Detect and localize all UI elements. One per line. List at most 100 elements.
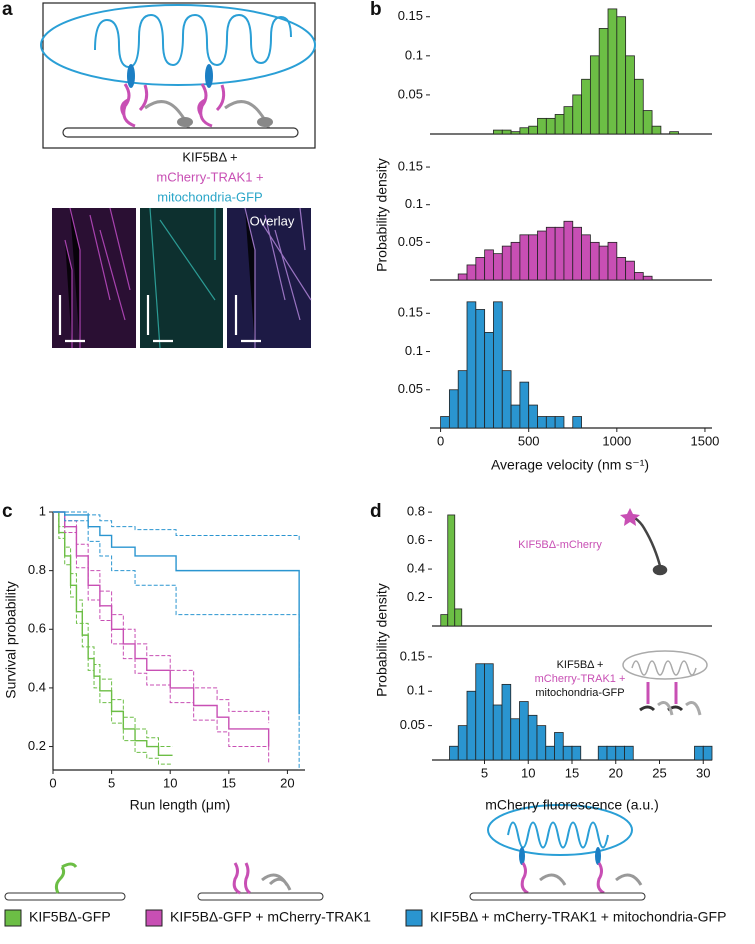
bar: [545, 226, 556, 281]
y-tick-label: 0.15: [398, 305, 423, 320]
y-tick-label: 0.6: [28, 621, 46, 636]
x-tick-label: 30: [696, 765, 710, 780]
y-tick-label: 0.8: [28, 562, 46, 577]
bar: [615, 745, 625, 761]
bar: [642, 275, 653, 281]
bar: [572, 416, 582, 429]
bar: [598, 28, 609, 135]
y-tick-label: 0.4: [28, 679, 46, 694]
bar: [501, 370, 512, 429]
bar: [519, 234, 530, 281]
bar: [528, 125, 538, 135]
y-tick-label: 1: [39, 503, 46, 518]
bar: [449, 745, 459, 761]
bar: [581, 234, 591, 281]
ci-line: [53, 511, 173, 748]
bar: [528, 404, 538, 429]
legend-swatch: [4, 909, 22, 927]
y-tick-label: 0.15: [398, 158, 423, 173]
bar: [484, 332, 494, 429]
bar: [634, 272, 644, 281]
legend-label: KIF5BΔ-GFP: [29, 909, 111, 925]
annotation: KIF5BΔ +: [557, 659, 604, 671]
bar: [466, 301, 477, 429]
mitochondria-inset: [622, 650, 708, 716]
y-tick-label: 0.4: [407, 560, 425, 575]
y-tick-label: 0.1: [405, 343, 423, 358]
x-tick-label: 25: [652, 765, 666, 780]
y-tick-label: 0.1: [405, 47, 423, 62]
bar: [625, 260, 635, 281]
bar: [651, 125, 662, 135]
bar: [493, 253, 503, 281]
construct-line: KIF5BΔ +: [182, 149, 237, 164]
bar: [563, 220, 574, 281]
bar: [454, 608, 463, 627]
annotation: KIF5BΔ-mCherry: [518, 539, 602, 551]
bar: [475, 257, 486, 281]
y-tick-label: 0.8: [407, 504, 425, 519]
bar: [447, 514, 456, 627]
bar: [475, 663, 485, 761]
y-tick-label: 0.15: [398, 8, 423, 23]
bar: [510, 404, 521, 429]
y-tick-label: 0.05: [400, 717, 425, 732]
bar: [475, 309, 486, 429]
overlay-label: Overlay: [250, 213, 295, 228]
bar: [528, 234, 538, 281]
construct-line: mCherry-TRAK1 +: [156, 169, 263, 184]
x-tick-label: 20: [280, 775, 294, 790]
ci-line: [53, 511, 173, 765]
bar: [466, 264, 477, 281]
bar: [492, 704, 503, 761]
panel-label: d: [370, 501, 382, 522]
bar: [616, 257, 627, 281]
ci-line: [53, 511, 300, 542]
bar: [501, 245, 512, 281]
y-tick-label: 0.2: [407, 589, 425, 604]
bar: [493, 129, 503, 135]
bar: [537, 416, 547, 429]
bar: [440, 614, 449, 627]
x-tick-label: 5: [108, 775, 115, 790]
bar: [634, 78, 644, 135]
x-tick-label: 10: [163, 775, 177, 790]
x-tick-label: 15: [222, 775, 236, 790]
bar: [607, 241, 618, 281]
y-tick-label: 0.1: [405, 196, 423, 211]
x-tick-label: 5: [481, 765, 488, 780]
legend-swatch: [405, 909, 423, 927]
y-axis-label: Survival probability: [3, 581, 19, 699]
survival-line: [53, 511, 270, 747]
bar: [519, 701, 529, 761]
y-axis-label: Probability density: [374, 158, 390, 272]
ci-line: [53, 511, 270, 724]
bar: [572, 226, 582, 281]
x-axis-label: Run length (μm): [130, 797, 231, 813]
bar: [572, 94, 582, 135]
annotation: mCherry-TRAK1 +: [535, 673, 626, 685]
bar: [554, 416, 565, 429]
x-tick-label: 500: [518, 433, 540, 448]
bar: [448, 389, 459, 429]
bar: [484, 249, 494, 281]
y-tick-label: 0.1: [407, 683, 425, 698]
y-tick-label: 0.05: [398, 86, 423, 101]
y-tick-label: 0.05: [398, 234, 423, 249]
x-tick-label: 10: [521, 765, 535, 780]
bar: [466, 690, 477, 761]
bar: [607, 8, 618, 135]
bar: [625, 55, 635, 135]
bar: [484, 663, 494, 761]
y-tick-label: 0.6: [407, 532, 425, 547]
mitochondria-cartoon: [40, 2, 316, 149]
panel-label: c: [2, 501, 13, 522]
bar: [537, 117, 547, 135]
bar: [527, 714, 538, 761]
bar: [545, 416, 556, 429]
bar: [545, 117, 556, 135]
bar: [694, 745, 704, 761]
bar: [545, 745, 555, 761]
legend-label: KIF5BΔ + mCherry-TRAK1 + mitochondria-GF…: [430, 909, 726, 925]
bar: [510, 241, 521, 281]
